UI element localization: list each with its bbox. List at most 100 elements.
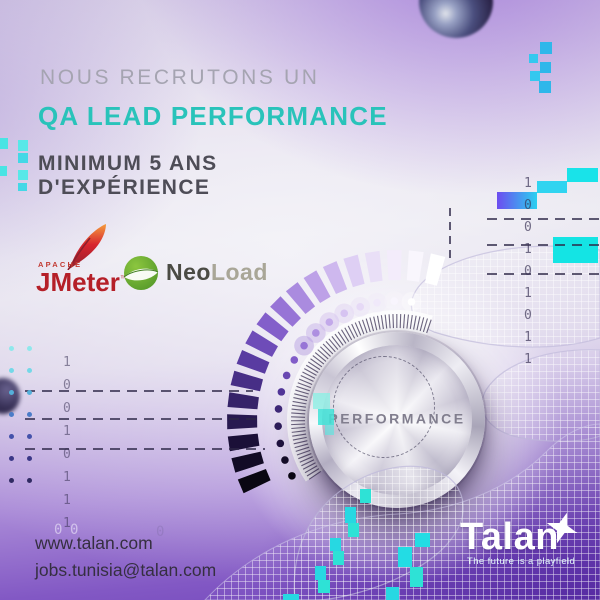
tick-mark	[314, 352, 327, 362]
experience-line1: MINIMUM 5 ANS	[38, 152, 218, 175]
tick-mark	[422, 318, 428, 333]
forearm-mesh	[204, 423, 600, 600]
gauge-segment	[285, 282, 316, 314]
tick-mark	[308, 470, 322, 480]
tick-mark	[406, 314, 409, 329]
tick-mark	[297, 382, 312, 389]
eyebrow-text: NOUS RECRUTONS UN	[40, 66, 320, 89]
gauge-dot	[274, 405, 283, 413]
tick-mark	[409, 315, 413, 330]
experience-line2: D'EXPÉRIENCE	[38, 176, 211, 199]
tick-mark	[292, 436, 307, 441]
gauge-segment	[343, 254, 365, 288]
tick-mark	[358, 320, 365, 335]
gauge-segment	[227, 392, 259, 410]
tick-mark	[291, 404, 306, 408]
gauge-segment	[303, 270, 331, 303]
talan-wordmark: Talan	[460, 516, 559, 558]
tick-mark	[347, 325, 356, 339]
tick-mark	[325, 340, 336, 353]
tick-mark	[334, 333, 344, 346]
tick-mark	[344, 327, 353, 341]
gauge-segment	[227, 433, 260, 452]
tick-mark	[306, 468, 320, 477]
tick-mark	[388, 314, 391, 329]
tick-mark	[291, 412, 306, 415]
experience-requirement: MINIMUM 5 ANS D'EXPÉRIENCE	[38, 152, 218, 200]
tick-mark	[361, 319, 368, 334]
tick-mark	[293, 440, 308, 445]
email-text: jobs.tunisia@talan.com	[35, 560, 217, 580]
tick-mark	[298, 453, 312, 460]
tick-mark	[305, 364, 319, 373]
neoload-wordmark: NeoLoad	[166, 259, 268, 285]
tick-mark	[294, 393, 308, 398]
tick-mark	[392, 314, 395, 329]
apache-label: APACHE	[38, 260, 83, 269]
tick-mark	[291, 423, 306, 426]
gauge-segment	[230, 370, 263, 392]
tick-mark	[419, 317, 425, 332]
jmeter-logo: APACHE JMeter™	[36, 224, 131, 298]
tick-mark	[354, 322, 362, 336]
gauge-segment	[424, 253, 446, 286]
tick-mark	[308, 361, 321, 371]
gauge-segment	[406, 250, 424, 282]
gauge-dot	[340, 309, 349, 318]
tick-mark	[295, 446, 310, 452]
tick-mark	[365, 318, 371, 333]
tick-mark	[298, 378, 313, 386]
jmeter-wordmark: JMeter™	[36, 267, 128, 297]
gauge-dot	[390, 297, 399, 305]
gauge-segment	[245, 330, 278, 357]
tick-mark	[300, 375, 314, 382]
tick-mark	[328, 338, 339, 350]
gauge-dot	[325, 318, 334, 326]
tick-mark	[293, 397, 308, 402]
tick-mark	[295, 389, 309, 395]
trademark-symbol: ™	[119, 274, 128, 283]
tick-mark	[312, 355, 325, 365]
gauge-dot	[288, 472, 296, 480]
tick-mark	[331, 336, 341, 348]
gauge-dot	[312, 329, 320, 337]
tick-mark	[291, 408, 306, 412]
tick-mark	[301, 459, 315, 467]
neoload-globe-icon	[123, 256, 159, 290]
tick-mark	[337, 331, 347, 344]
tick-mark	[340, 329, 350, 342]
job-title: QA LEAD PERFORMANCE	[38, 101, 388, 131]
tick-mark	[310, 358, 323, 368]
talan-brand: Talan The future is a playfield	[460, 512, 578, 567]
gauge-segment	[364, 250, 383, 283]
tick-mark	[380, 315, 384, 330]
tick-mark	[291, 426, 306, 430]
tick-mark	[294, 443, 309, 449]
tick-mark	[384, 314, 388, 329]
knob-dashed-ring	[333, 356, 435, 458]
tick-mark	[292, 433, 307, 437]
gauge-dot	[277, 388, 286, 396]
jmeter-feather-icon	[67, 224, 106, 270]
tick-mark	[296, 449, 311, 456]
tick-mark	[296, 385, 310, 392]
gauge-dot	[281, 456, 289, 464]
website-text: www.talan.com	[35, 533, 153, 553]
tick-mark	[299, 456, 313, 463]
gauge-segment	[237, 469, 271, 494]
gauge-segment	[270, 296, 301, 327]
tick-mark	[416, 316, 421, 331]
tick-mark	[403, 314, 406, 329]
tick-mark	[413, 315, 417, 330]
tick-mark	[319, 346, 331, 357]
gauge-dot	[356, 303, 365, 311]
gauge-dot	[300, 341, 308, 350]
gauge-dot	[407, 298, 416, 306]
gauge-segment	[231, 451, 264, 473]
tick-mark	[292, 400, 307, 405]
tick-mark	[291, 430, 306, 433]
gauge-segment	[236, 350, 270, 374]
